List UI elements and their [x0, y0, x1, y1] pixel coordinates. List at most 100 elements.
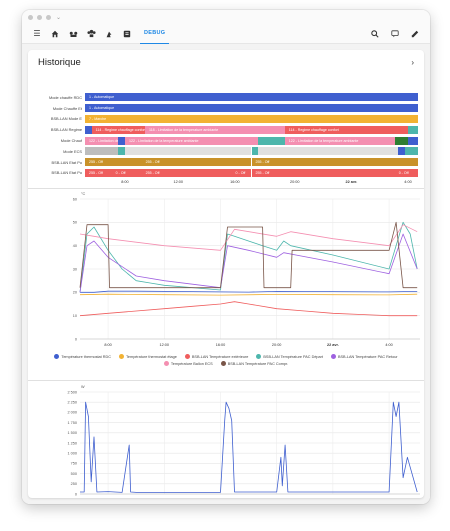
timeline-segment-label: 255 - Off — [89, 160, 103, 165]
legend-item[interactable]: BSB-LAN Température PAC Compr. — [220, 361, 289, 366]
timeline-bar[interactable]: 255 - Off 0 - Off 255 - Off 0 - Off 255 - Of… — [85, 168, 418, 177]
tab-debug[interactable]: DEBUG — [140, 24, 170, 44]
timeline-row-label: BSB-LAN Mode E — [50, 116, 82, 122]
timeline-segment[interactable] — [394, 168, 418, 177]
timeline-row: BSB-LAN Regime 114 - Regime chauffage con… — [38, 124, 418, 135]
browser-window: ⌄ ☰ DEBUG — [22, 10, 430, 504]
timeline-bar[interactable] — [85, 147, 418, 156]
timeline-segment[interactable] — [85, 104, 418, 113]
timeline-segment[interactable] — [404, 147, 418, 156]
legend-label: BSB-LAN Température PAC Départ — [263, 354, 323, 359]
legend-item[interactable]: Température thermostat étage — [119, 354, 177, 359]
timeline-segment[interactable] — [408, 136, 418, 145]
timeline-segment[interactable] — [251, 158, 418, 167]
legend-item[interactable]: Température Ballon ECS — [163, 361, 213, 366]
timeline-bar[interactable]: 122 - Limitation de la temperature ambia… — [85, 136, 418, 145]
series-line[interactable] — [79, 221, 418, 289]
timeline-segment-label: 7 - Marche — [89, 116, 107, 121]
timeline-bar[interactable]: 114 - Regime chauffage confort 118 - Limi… — [85, 125, 418, 134]
menu-icon[interactable]: ☰ — [33, 29, 41, 38]
series-line[interactable] — [79, 233, 418, 293]
timeline-segment[interactable] — [284, 125, 408, 134]
y-tick-label: 50 — [73, 221, 77, 225]
timeline-bar[interactable]: 7 - Marche — [85, 114, 418, 123]
series-line[interactable] — [80, 290, 418, 293]
legend-color-dot — [119, 354, 125, 359]
timeline-tick-label: 16:00 — [230, 180, 240, 185]
timeline-segment[interactable] — [258, 136, 285, 145]
series-line[interactable] — [79, 224, 418, 251]
energy-icon[interactable] — [64, 25, 82, 43]
timeline-segment[interactable] — [118, 136, 125, 145]
timeline-segment[interactable] — [258, 147, 399, 156]
legend-item[interactable]: BSB-LAN Température extérieure — [184, 354, 248, 359]
timeline-segment[interactable] — [124, 147, 252, 156]
edit-pencil-icon[interactable] — [406, 25, 424, 43]
legend-item[interactable]: BSB-LAN Température PAC Départ — [256, 354, 323, 359]
x-tick-label: 20:00 — [272, 343, 282, 347]
y-axis-unit: W — [81, 385, 85, 389]
group-icon[interactable] — [82, 25, 100, 43]
chevron-down-icon[interactable]: ⌄ — [56, 14, 62, 21]
dashboard-icon[interactable] — [118, 25, 136, 43]
timeline-segment[interactable] — [85, 114, 418, 123]
series-line[interactable] — [79, 221, 418, 293]
timeline-segment[interactable] — [141, 168, 232, 177]
divider — [28, 188, 424, 189]
timeline-segment-label: 255 - Off — [145, 160, 160, 165]
timeline-segment-label: 114 - Regime chauffage confort — [288, 127, 339, 132]
timeline-segment[interactable] — [251, 147, 259, 156]
timeline-segment[interactable] — [85, 147, 119, 156]
legend-item[interactable]: Température thermostat RDC — [54, 354, 111, 359]
main-content: Historique › Mode chauffe RDC 1 - Automat… — [22, 44, 430, 504]
timeline-segment[interactable] — [398, 147, 405, 156]
timeline-row-label: Mode Chauffe Et — [52, 105, 82, 111]
timeline-segment[interactable] — [85, 136, 119, 145]
window-titlebar: ⌄ — [22, 10, 430, 24]
timeline-segment[interactable] — [258, 125, 285, 134]
y-tick-label: 1 500 — [67, 431, 77, 435]
timeline-segment[interactable] — [85, 125, 92, 134]
timeline-segment[interactable] — [124, 136, 259, 145]
window-maximize-button[interactable] — [46, 14, 51, 20]
window-minimize-button[interactable] — [37, 14, 42, 20]
timeline-bar[interactable]: 1 - Automatique — [85, 104, 418, 113]
legend-item[interactable]: BSB-LAN Température PAC Retour — [330, 354, 398, 359]
automation-icon[interactable] — [100, 25, 118, 43]
y-tick-label: 2 000 — [67, 411, 77, 415]
timeline-segment[interactable] — [85, 93, 418, 102]
timeline-bar[interactable]: 255 - Off 255 - Off 255 - Off — [85, 158, 418, 167]
timeline-tick-label: 20:00 — [290, 180, 300, 185]
timeline-segment-label: 0 - Off — [115, 170, 126, 175]
home-icon[interactable] — [46, 25, 64, 43]
legend-label: BSB-LAN Température PAC Compr. — [227, 361, 289, 366]
timeline-bar[interactable]: 1 - Automatique — [85, 93, 418, 102]
timeline-segment-label: 0 - Off — [398, 170, 409, 175]
series-line[interactable] — [79, 301, 418, 317]
timeline-row-label: BSB-LAN Etat Po — [51, 159, 83, 165]
assist-chat-icon[interactable] — [386, 25, 404, 43]
timeline-segment[interactable] — [251, 168, 395, 177]
y-tick-label: 1 000 — [67, 452, 77, 456]
series-line[interactable] — [80, 401, 418, 493]
timeline-segment[interactable] — [408, 125, 418, 134]
series-line[interactable] — [79, 293, 418, 296]
window-close-button[interactable] — [28, 14, 33, 20]
timeline-segment[interactable] — [394, 136, 408, 145]
legend-color-dot — [330, 354, 336, 359]
timeline-row: BSB-LAN Etat Po 255 - Off 0 - Off 255 - Off… — [38, 168, 418, 179]
temperature-chart: 0 10 20 30 40 50 60 °C 8:00 12:00 16:00 20:00 22 avr… — [73, 192, 420, 347]
timeline-segment[interactable] — [144, 125, 259, 134]
timeline-segment[interactable] — [111, 168, 142, 177]
y-tick-label: 1 250 — [67, 441, 77, 445]
search-icon[interactable] — [366, 25, 384, 43]
timeline-segment[interactable] — [85, 158, 142, 167]
timeline-segment[interactable] — [91, 125, 145, 134]
timeline-segment[interactable] — [231, 168, 252, 177]
chevron-right-icon[interactable]: › — [411, 57, 414, 67]
timeline-segment[interactable] — [118, 147, 125, 156]
timeline-segment[interactable] — [85, 168, 112, 177]
divider — [28, 380, 424, 381]
timeline-segment[interactable] — [284, 136, 395, 145]
timeline-segment[interactable] — [141, 158, 252, 167]
